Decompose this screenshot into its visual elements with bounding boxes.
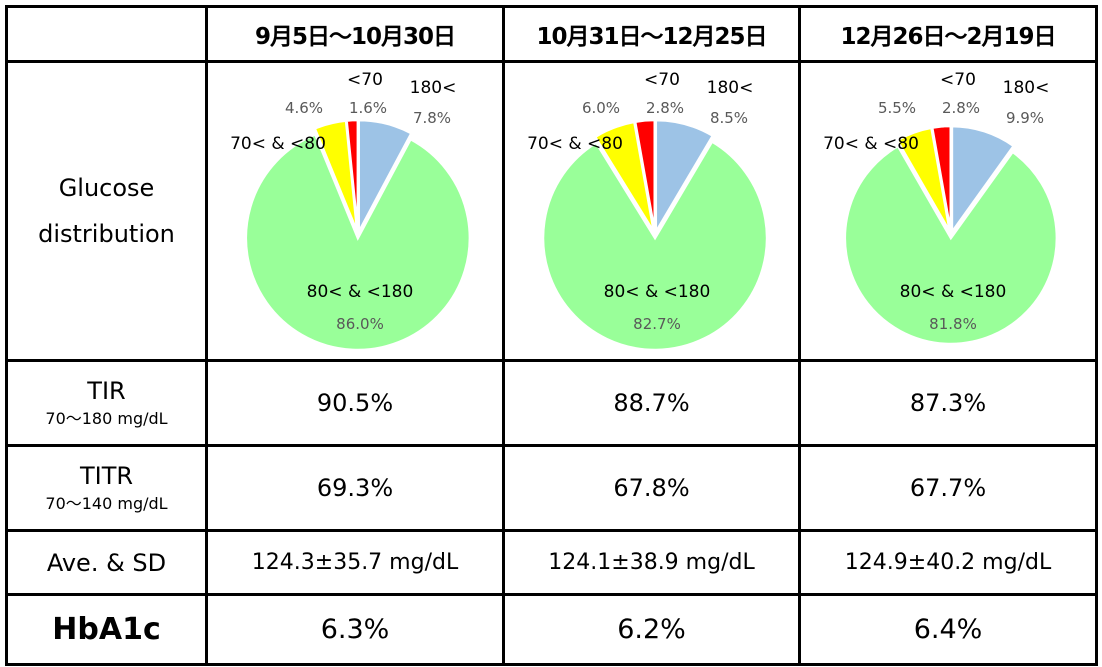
category-label-below-70: <70: [644, 70, 680, 90]
percent-label-above-180: 7.8%: [413, 109, 451, 127]
pie-cell: <70 180< 6.0% 2.8% 8.5% 70< & <80 80< & <180 82…: [502, 60, 801, 362]
category-label-above-180: 180<: [410, 78, 457, 98]
tir-value: 88.7%: [502, 359, 801, 447]
slice-80-180: [244, 132, 472, 352]
titr-value: 69.3%: [205, 444, 505, 532]
pie-chart: <70 180< 6.0% 2.8% 8.5% 70< & <80 80< & <180 82…: [527, 70, 769, 352]
tir-value: 90.5%: [205, 359, 505, 447]
slice-80-180: [843, 144, 1059, 346]
tir-title: TIR: [87, 377, 126, 405]
pie-chart: <70 180< 4.6% 1.6% 7.8% 70< & <80 80< & <180 86…: [230, 70, 472, 352]
label-line: distribution: [38, 220, 175, 248]
tir-range: 70〜180 mg/dL: [45, 409, 168, 428]
category-label-80-180: 80< & <180: [900, 282, 1007, 302]
hba1c-row: HbA1c 6.3% 6.2% 6.4%: [5, 593, 1098, 666]
category-label-below-70: <70: [940, 70, 976, 90]
hba1c-value: 6.2%: [502, 593, 801, 666]
percent-label-80-180: 82.7%: [633, 315, 681, 333]
period-header: 12月26日〜2月19日: [798, 5, 1098, 63]
titr-label: TITR 70〜140 mg/dL: [5, 444, 208, 532]
category-label-above-180: 180<: [1003, 78, 1050, 98]
titr-range: 70〜140 mg/dL: [45, 494, 168, 513]
slice-below-70: [930, 124, 952, 233]
glucose-distribution-label: Glucose distribution: [5, 60, 208, 362]
hba1c-value: 6.4%: [798, 593, 1098, 666]
pie-chart: <70 180< 5.5% 2.8% 9.9% 70< & <80 80< & <180 81…: [823, 70, 1059, 346]
percent-label-above-180: 8.5%: [710, 109, 748, 127]
slice-80-180: [541, 139, 769, 352]
category-label-70-80: 70< & <80: [823, 134, 919, 154]
percent-label-70-80: 5.5%: [878, 99, 916, 117]
header-row: 9月5日〜10月30日 10月31日〜12月25日 12月26日〜2月19日: [5, 5, 1098, 63]
category-label-80-180: 80< & <180: [604, 282, 711, 302]
percent-label-below-70: 2.8%: [942, 99, 980, 117]
pie-cell: <70 180< 4.6% 1.6% 7.8% 70< & <80 80< & <180 86…: [205, 60, 505, 362]
slice-below-70: [345, 118, 360, 233]
titr-title: TITR: [79, 462, 134, 490]
percent-label-80-180: 86.0%: [336, 315, 384, 333]
period-header: 9月5日〜10月30日: [205, 5, 505, 63]
percent-label-above-180: 9.9%: [1006, 109, 1044, 127]
hba1c-value: 6.3%: [205, 593, 505, 666]
pie-cell: <70 180< 5.5% 2.8% 9.9% 70< & <80 80< & <180 81…: [798, 60, 1098, 362]
category-label-70-80: 70< & <80: [527, 134, 623, 154]
ave-sd-value: 124.3±35.7 mg/dL: [205, 529, 505, 596]
tir-row: TIR 70〜180 mg/dL 90.5% 88.7% 87.3%: [5, 359, 1098, 447]
ave-sd-value: 124.9±40.2 mg/dL: [798, 529, 1098, 596]
titr-value: 67.8%: [502, 444, 801, 532]
percent-label-80-180: 81.8%: [929, 315, 977, 333]
percent-label-below-70: 2.8%: [646, 99, 684, 117]
percent-label-below-70: 1.6%: [349, 99, 387, 117]
glucose-distribution-row: Glucose distribution <70 180< 4.6% 1.6% 7.8%…: [5, 60, 1098, 362]
category-label-above-180: 180<: [707, 78, 754, 98]
tir-value: 87.3%: [798, 359, 1098, 447]
category-label-70-80: 70< & <80: [230, 134, 326, 154]
tir-label: TIR 70〜180 mg/dL: [5, 359, 208, 447]
hba1c-label: HbA1c: [5, 593, 208, 666]
ave-sd-value: 124.1±38.9 mg/dL: [502, 529, 801, 596]
percent-label-70-80: 6.0%: [582, 99, 620, 117]
corner-cell: [5, 5, 208, 63]
titr-value: 67.7%: [798, 444, 1098, 532]
ave-sd-row: Ave. & SD 124.3±35.7 mg/dL 124.1±38.9 mg…: [5, 529, 1098, 596]
period-header: 10月31日〜12月25日: [502, 5, 801, 63]
slice-below-70: [633, 118, 656, 233]
category-label-below-70: <70: [347, 70, 383, 90]
summary-table: 9月5日〜10月30日 10月31日〜12月25日 12月26日〜2月19日 G…: [5, 5, 1098, 666]
percent-label-70-80: 4.6%: [285, 99, 323, 117]
titr-row: TITR 70〜140 mg/dL 69.3% 67.8% 67.7%: [5, 444, 1098, 532]
ave-sd-label: Ave. & SD: [5, 529, 208, 596]
label-line: Glucose: [58, 174, 155, 202]
category-label-80-180: 80< & <180: [307, 282, 414, 302]
